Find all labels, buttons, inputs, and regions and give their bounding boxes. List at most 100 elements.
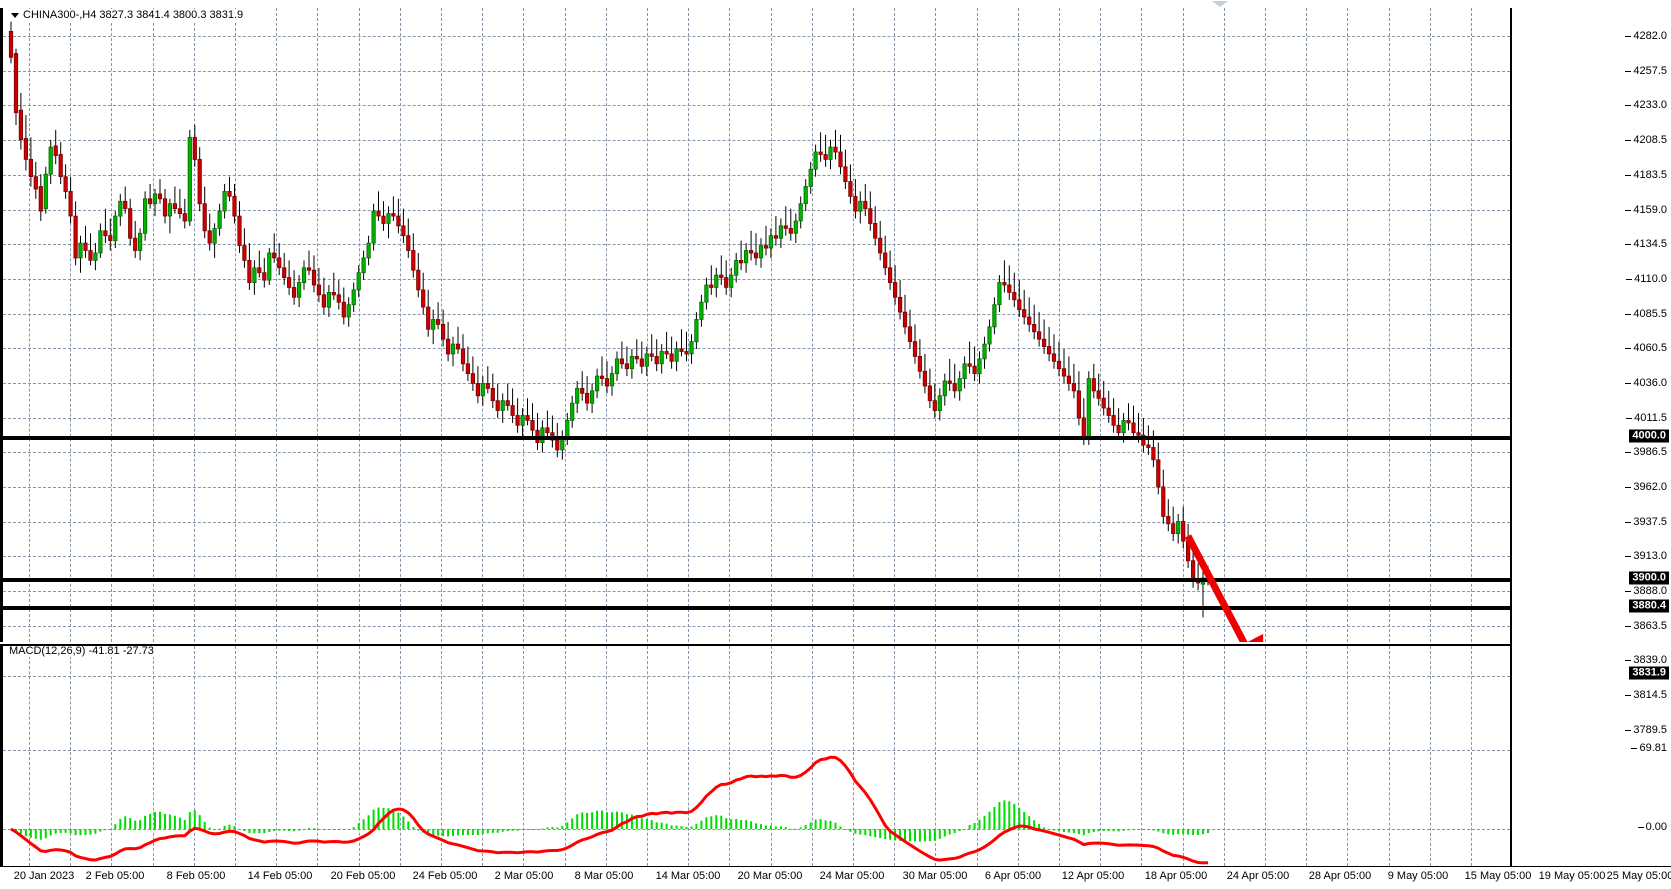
horizontal-level-line[interactable] bbox=[3, 606, 1510, 610]
tick-dash bbox=[1625, 105, 1632, 106]
time-axis-label: 20 Jan 2023 bbox=[13, 870, 75, 882]
price-chart-panel[interactable]: CHINA300-,H4 3827.3 3841.4 3800.3 3831.9 bbox=[0, 8, 1510, 642]
price-level-badge: 3900.0 bbox=[1629, 571, 1669, 585]
grid-line-vertical bbox=[441, 646, 442, 866]
grid-line-vertical bbox=[564, 8, 566, 642]
grid-line-vertical bbox=[1347, 646, 1349, 866]
tick-dash bbox=[1625, 591, 1632, 592]
horizontal-level-line[interactable] bbox=[3, 578, 1510, 582]
grid-line-vertical bbox=[441, 8, 442, 642]
grid-line-vertical bbox=[1306, 8, 1308, 642]
chevron-down-icon[interactable] bbox=[11, 12, 19, 18]
tick-dash bbox=[1625, 660, 1632, 661]
tick-dash bbox=[1625, 210, 1632, 211]
grid-line-vertical bbox=[853, 646, 854, 866]
scroll-marker-icon[interactable] bbox=[1212, 1, 1228, 7]
time-axis-label: 12 Apr 05:00 bbox=[1061, 870, 1125, 882]
grid-line-horizontal bbox=[3, 348, 1510, 349]
price-candles-layer bbox=[8, 21, 1211, 618]
macd-zero-line bbox=[3, 829, 1510, 830]
grid-line-vertical bbox=[1223, 8, 1225, 642]
price-tick-label: 3814.5 bbox=[1625, 689, 1667, 701]
price-tick-label: 3962.0 bbox=[1625, 481, 1667, 493]
grid-line-vertical bbox=[935, 646, 937, 866]
symbol-ohlc-text: CHINA300-,H4 3827.3 3841.4 3800.3 3831.9 bbox=[23, 9, 244, 21]
tick-dash bbox=[1625, 314, 1632, 315]
time-axis-label: 9 May 05:00 bbox=[1387, 870, 1449, 882]
price-tick-label: 4208.5 bbox=[1625, 134, 1667, 146]
time-axis-label: 6 Apr 05:00 bbox=[984, 870, 1042, 882]
tick-dash bbox=[1625, 522, 1632, 523]
grid-line-vertical bbox=[1223, 646, 1225, 866]
grid-line-horizontal bbox=[3, 626, 1510, 627]
price-tick-label: 4036.0 bbox=[1625, 377, 1667, 389]
grid-line-horizontal bbox=[3, 676, 1510, 677]
time-axis[interactable]: 20 Jan 2023 2 Feb 05:00 8 Feb 05:00 14 Feb … bbox=[0, 866, 1671, 889]
grid-line-vertical bbox=[235, 8, 236, 642]
grid-line-vertical bbox=[1265, 646, 1266, 866]
grid-line-vertical bbox=[1017, 646, 1019, 866]
grid-line-vertical bbox=[605, 646, 607, 866]
time-axis-label: 15 May 05:00 bbox=[1464, 870, 1532, 882]
price-scale-axis[interactable]: 4282.0 4257.5 4233.0 4208.5 4183.5 4159.0 4134… bbox=[1510, 8, 1671, 889]
time-axis-label: 14 Feb 05:00 bbox=[247, 870, 313, 882]
price-tick-label: 4060.5 bbox=[1625, 342, 1667, 354]
grid-line-vertical bbox=[894, 8, 896, 642]
grid-line-horizontal bbox=[3, 383, 1510, 384]
tick-dash bbox=[1626, 279, 1633, 280]
grid-line-vertical bbox=[811, 8, 813, 642]
grid-line-horizontal bbox=[3, 591, 1510, 592]
grid-line-vertical bbox=[1141, 646, 1143, 866]
grid-line-vertical bbox=[317, 8, 319, 642]
price-tick-label: 3986.5 bbox=[1625, 446, 1667, 458]
grid-line-vertical bbox=[894, 646, 896, 866]
grid-line-horizontal bbox=[3, 452, 1510, 453]
grid-line-vertical bbox=[193, 8, 195, 642]
grid-line-vertical bbox=[1182, 646, 1184, 866]
time-axis-label: 8 Feb 05:00 bbox=[166, 870, 226, 882]
grid-line-vertical bbox=[29, 8, 30, 642]
grid-line-vertical bbox=[1388, 8, 1390, 642]
tick-dash bbox=[1625, 556, 1632, 557]
price-tick-label: 4110.0 bbox=[1626, 273, 1667, 285]
grid-line-vertical bbox=[647, 646, 648, 866]
grid-line-vertical bbox=[976, 646, 978, 866]
price-tick-label: 4134.5 bbox=[1625, 238, 1667, 250]
grid-line-vertical bbox=[647, 8, 648, 642]
grid-line-vertical bbox=[1017, 8, 1019, 642]
grid-line-vertical bbox=[853, 8, 854, 642]
grid-line-vertical bbox=[152, 8, 154, 642]
horizontal-level-line[interactable] bbox=[3, 436, 1510, 440]
time-axis-label: 19 May 05:00 bbox=[1538, 870, 1606, 882]
grid-line-vertical bbox=[193, 646, 195, 866]
bearish-arrow-annotation bbox=[1184, 534, 1265, 642]
grid-line-vertical bbox=[358, 646, 360, 866]
grid-line-vertical bbox=[1100, 646, 1102, 866]
grid-line-vertical bbox=[523, 646, 525, 866]
grid-line-horizontal bbox=[3, 522, 1510, 523]
grid-line-vertical bbox=[399, 8, 401, 642]
tick-dash bbox=[1625, 730, 1632, 731]
grid-line-vertical bbox=[605, 8, 607, 642]
tick-dash bbox=[1637, 827, 1644, 828]
grid-line-horizontal bbox=[3, 556, 1510, 557]
tick-dash bbox=[1625, 348, 1632, 349]
grid-line-vertical bbox=[482, 646, 484, 866]
grid-line-vertical bbox=[358, 8, 360, 642]
grid-line-vertical bbox=[1429, 8, 1431, 642]
tick-dash bbox=[1625, 36, 1632, 37]
grid-line-vertical bbox=[152, 646, 154, 866]
macd-indicator-panel[interactable]: MACD(12,26,9) -41.81 -27.73 bbox=[0, 644, 1510, 866]
price-tick-label: 4085.5 bbox=[1625, 308, 1667, 320]
price-tick-label: 3863.5 bbox=[1625, 620, 1667, 632]
tick-dash bbox=[1625, 71, 1632, 72]
tick-dash bbox=[1631, 748, 1638, 749]
price-tick-label: 3789.5 bbox=[1625, 724, 1667, 736]
grid-line-vertical bbox=[1100, 8, 1102, 642]
time-axis-label: 28 Apr 05:00 bbox=[1308, 870, 1372, 882]
price-tick-label: 4257.5 bbox=[1625, 65, 1667, 77]
grid-line-vertical bbox=[564, 646, 566, 866]
grid-line-vertical bbox=[770, 8, 772, 642]
grid-line-vertical bbox=[70, 646, 72, 866]
grid-line-horizontal bbox=[3, 244, 1510, 245]
